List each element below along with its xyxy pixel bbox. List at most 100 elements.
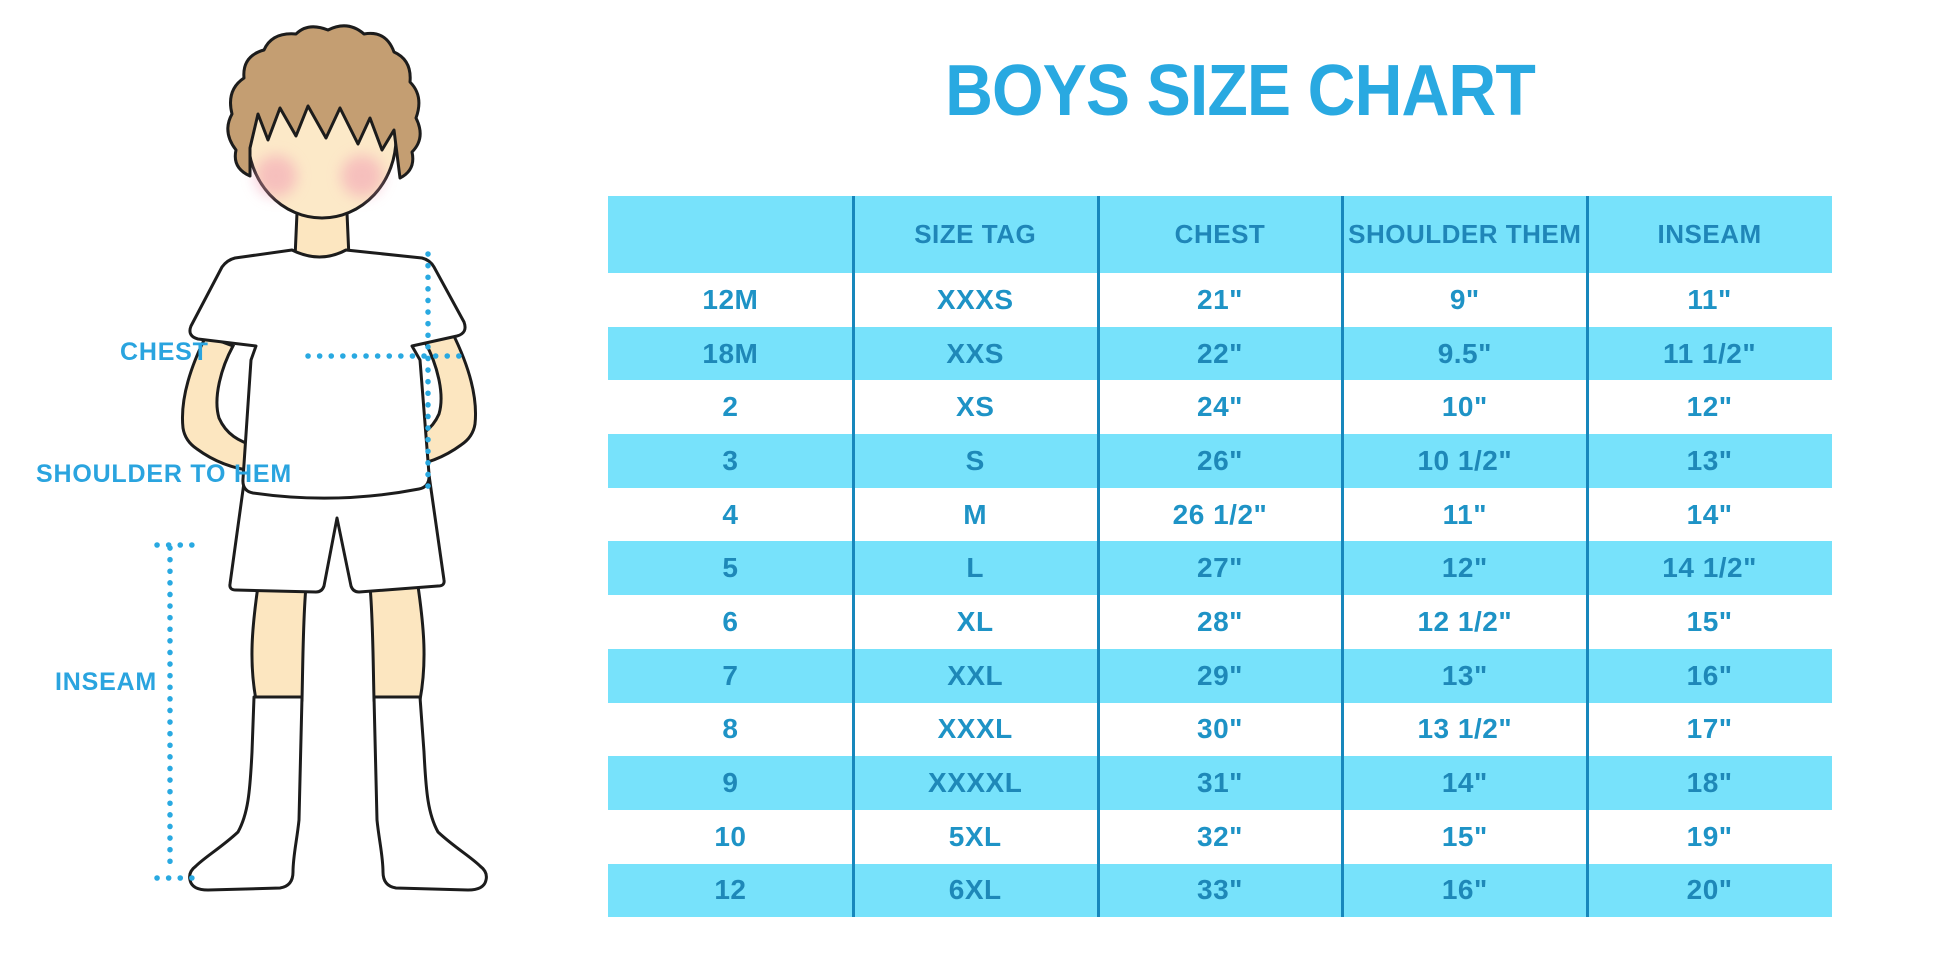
column-header: SIZE TAG	[914, 219, 1037, 249]
table-cell: 29"	[1197, 659, 1243, 691]
boy-shorts	[228, 466, 446, 594]
column-separator	[1586, 196, 1589, 917]
boy-tshirt	[188, 248, 467, 500]
table-cell: 9	[722, 767, 739, 799]
table-cell: XXS	[946, 337, 1004, 369]
table-row: 3 S 26" 10 1/2" 13"	[608, 434, 1832, 488]
table-cell: 15"	[1686, 605, 1733, 637]
shoulder-to-hem-label: SHOULDER TO HEM	[36, 460, 292, 488]
table-cell: L	[966, 552, 984, 584]
measurement-dotted-lines	[154, 251, 466, 881]
table-cell: 12"	[1441, 552, 1488, 584]
table-cell: 9"	[1449, 283, 1480, 315]
table-cell: 7	[722, 659, 739, 691]
inseam-label: INSEAM	[55, 668, 158, 696]
table-cell: 5	[722, 552, 739, 584]
table-row: 6 XL 28" 12 1/2" 15"	[608, 595, 1832, 649]
table-cell: 12"	[1686, 391, 1733, 423]
table-cell: 6	[722, 605, 739, 637]
table-row: 12M XXXS 21" 9" 11"	[608, 273, 1832, 327]
table-cell: 13"	[1686, 444, 1733, 476]
table-cell: XL	[956, 605, 994, 637]
chest-label: CHEST	[120, 338, 209, 366]
table-cell: 17"	[1686, 713, 1733, 745]
column-separator	[1341, 196, 1344, 917]
table-cell: 26"	[1197, 444, 1243, 476]
column-header: SHOULDER THEM	[1348, 219, 1582, 249]
table-cell: 33"	[1197, 874, 1243, 906]
table-body: 12M XXXS 21" 9" 11" 18M XXS 22" 9.5" 11 1/2" 2 XS 24…	[608, 273, 1832, 918]
table-cell: 4	[722, 498, 739, 530]
table-cell: 10	[714, 820, 747, 852]
column-header: CHEST	[1174, 219, 1266, 249]
table-cell: 11"	[1687, 283, 1732, 315]
table-cell: 6XL	[948, 874, 1002, 906]
page-title: BOYS SIZE CHART	[945, 51, 1536, 131]
table-cell: 5XL	[948, 820, 1002, 852]
table-cell: 18"	[1686, 767, 1733, 799]
table-cell: 16"	[1686, 659, 1733, 691]
table-row: 4 M 26 1/2" 11" 14"	[608, 487, 1832, 542]
table-row: 9 XXXXL 31" 14" 18"	[608, 756, 1832, 810]
table-cell: 24"	[1197, 391, 1243, 423]
boy-cheek-left	[255, 155, 297, 197]
column-separator	[852, 196, 855, 917]
table-cell: 12 1/2"	[1417, 605, 1513, 637]
table-cell: M	[963, 498, 988, 530]
table-cell: 13"	[1441, 659, 1488, 691]
table-row: 10 5XL 32" 15" 19"	[608, 809, 1832, 864]
table-cell: 12	[714, 874, 747, 906]
table-cell: XXL	[947, 659, 1004, 691]
boy-sock-left	[188, 695, 304, 892]
table-cell: 14"	[1686, 498, 1733, 530]
boy-hair	[226, 24, 422, 180]
table-cell: 30"	[1197, 713, 1243, 745]
table-cell: 14 1/2"	[1662, 552, 1757, 584]
table-cell: 15"	[1441, 820, 1488, 852]
size-table: SIZE TAG CHEST SHOULDER THEM INSEAM 12M XXXS…	[608, 196, 1832, 918]
table-cell: 20"	[1686, 874, 1733, 906]
table-cell: 10"	[1441, 391, 1488, 423]
boy-sock-right	[372, 695, 488, 892]
table-cell: 11"	[1442, 498, 1487, 530]
column-separator	[1097, 196, 1100, 917]
boy-cheek-right	[341, 155, 383, 197]
table-cell: 31"	[1197, 767, 1243, 799]
table-row: 12 6XL 33" 16" 20"	[608, 863, 1832, 918]
table-cell: 14"	[1441, 767, 1488, 799]
table-cell: 12M	[702, 283, 759, 315]
table-cell: XXXXL	[928, 767, 1023, 799]
column-header	[608, 196, 853, 273]
table-cell: 8	[722, 713, 739, 745]
column-header: INSEAM	[1657, 219, 1762, 249]
table-cell: 19"	[1686, 820, 1733, 852]
table-cell: 27"	[1197, 552, 1243, 584]
boy-leg-left	[250, 584, 308, 702]
boy-arm-left	[180, 334, 258, 473]
table-cell: 26 1/2"	[1172, 498, 1268, 530]
table-cell: 28"	[1197, 605, 1243, 637]
table-cell: 13 1/2"	[1417, 713, 1513, 745]
table-cell: XXXS	[936, 283, 1014, 315]
boy-leg-right	[368, 584, 426, 702]
boy-measurement-illustration	[154, 24, 488, 892]
table-row: 7 XXL 29" 13" 16"	[608, 648, 1832, 703]
table-cell: XS	[956, 391, 995, 423]
table-row: 8 XXXL 30" 13 1/2" 17"	[608, 702, 1832, 757]
table-cell: 18M	[702, 337, 759, 369]
table-cell: 10 1/2"	[1417, 444, 1513, 476]
table-row: 5 L 27" 12" 14 1/2"	[608, 541, 1832, 596]
table-cell: 9.5"	[1437, 337, 1492, 369]
table-cell: 2	[722, 391, 739, 423]
table-cell: 32"	[1197, 820, 1243, 852]
table-row: 18M XXS 22" 9.5" 11 1/2"	[608, 326, 1832, 381]
table-cell: XXXL	[937, 713, 1013, 745]
table-cell: 21"	[1197, 283, 1243, 315]
table-header-row: SIZE TAG CHEST SHOULDER THEM INSEAM	[608, 196, 1832, 273]
table-cell: 11 1/2"	[1663, 337, 1757, 369]
table-cell: 22"	[1197, 337, 1243, 369]
table-row: 2 XS 24" 10" 12"	[608, 380, 1832, 435]
table-cell: 3	[722, 444, 739, 476]
table-cell: 16"	[1441, 874, 1488, 906]
